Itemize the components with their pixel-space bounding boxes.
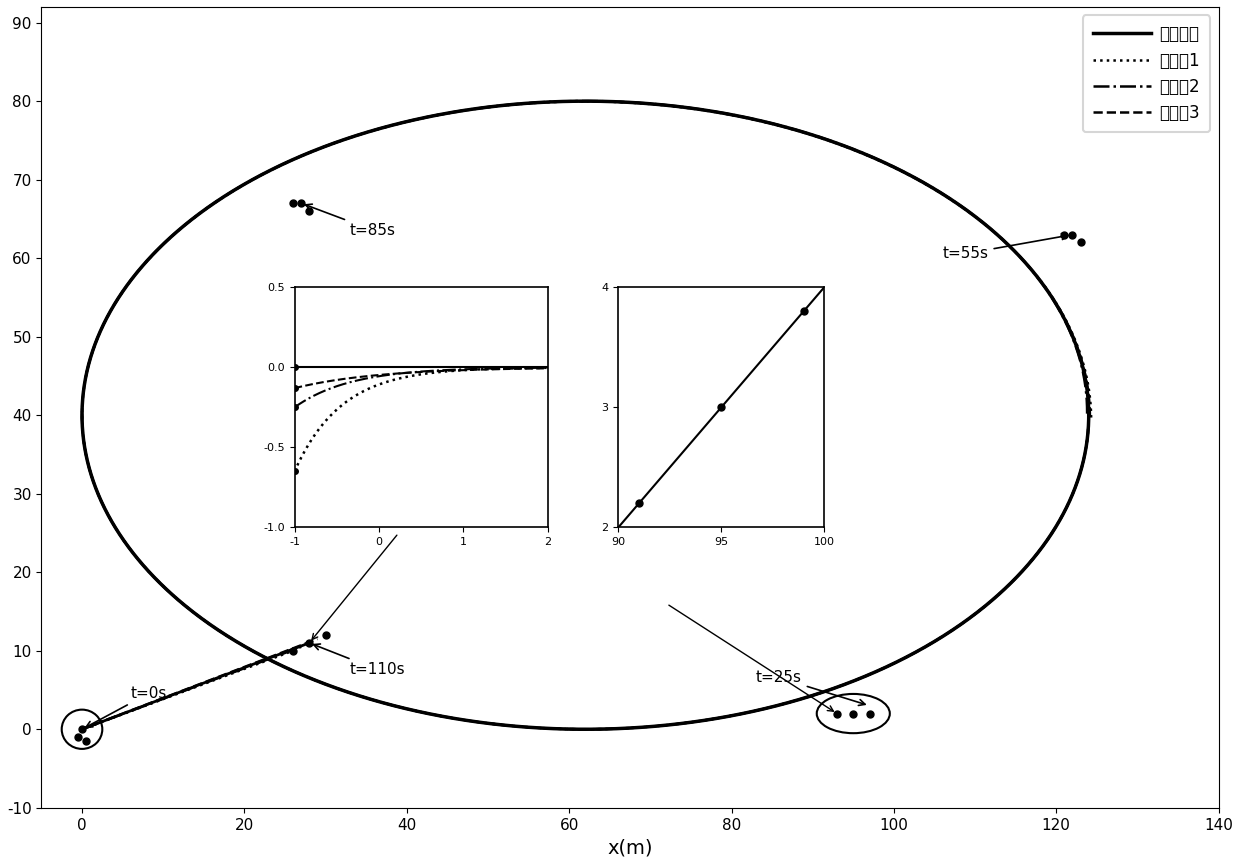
机器人1 (1084, 412, 1099, 422)
机器人3 (77, 384, 92, 394)
参考路径 (1081, 410, 1096, 421)
Line: 机器人1: 机器人1 (82, 101, 1091, 729)
X-axis label: x(m): x(m) (608, 838, 652, 857)
机器人1 (1058, 313, 1073, 323)
机器人3 (1056, 312, 1071, 322)
机器人3 (91, 333, 105, 343)
机器人3 (578, 96, 593, 106)
Line: 机器人2: 机器人2 (82, 101, 1089, 729)
机器人1 (578, 96, 593, 106)
机器人2 (1074, 466, 1089, 476)
Text: t=55s: t=55s (942, 233, 1068, 261)
参考路径 (1074, 465, 1089, 475)
Text: t=0s: t=0s (86, 686, 167, 727)
机器人2 (91, 333, 105, 343)
机器人1 (1074, 465, 1089, 475)
机器人3 (578, 724, 593, 734)
Legend: 参考路径, 机器人1, 机器人2, 机器人3: 参考路径, 机器人1, 机器人2, 机器人3 (1083, 16, 1210, 132)
参考路径 (578, 724, 593, 734)
Line: 参考路径: 参考路径 (82, 101, 1089, 729)
机器人3 (1074, 465, 1089, 475)
Text: t=110s: t=110s (314, 644, 405, 677)
参考路径 (77, 384, 92, 394)
机器人2 (578, 724, 593, 734)
参考路径 (91, 333, 105, 343)
参考路径 (1074, 466, 1089, 476)
Text: t=25s: t=25s (756, 670, 866, 705)
机器人3 (1083, 411, 1097, 422)
机器人3 (1081, 410, 1096, 421)
机器人1 (77, 384, 92, 394)
机器人3 (1074, 466, 1089, 476)
参考路径 (578, 96, 593, 106)
机器人2 (1080, 409, 1095, 419)
机器人1 (1074, 466, 1089, 476)
机器人1 (578, 724, 593, 734)
机器人1 (1081, 410, 1096, 421)
机器人2 (77, 384, 92, 394)
机器人1 (698, 715, 713, 726)
机器人2 (1081, 410, 1096, 421)
机器人3 (698, 715, 713, 726)
机器人2 (578, 96, 593, 106)
参考路径 (1055, 311, 1070, 321)
机器人2 (698, 715, 713, 726)
Line: 机器人3: 机器人3 (82, 101, 1090, 729)
参考路径 (698, 715, 713, 726)
Text: t=85s: t=85s (305, 204, 396, 238)
机器人2 (1055, 310, 1070, 321)
机器人2 (1074, 465, 1089, 475)
参考路径 (1081, 410, 1096, 421)
机器人1 (91, 333, 105, 343)
